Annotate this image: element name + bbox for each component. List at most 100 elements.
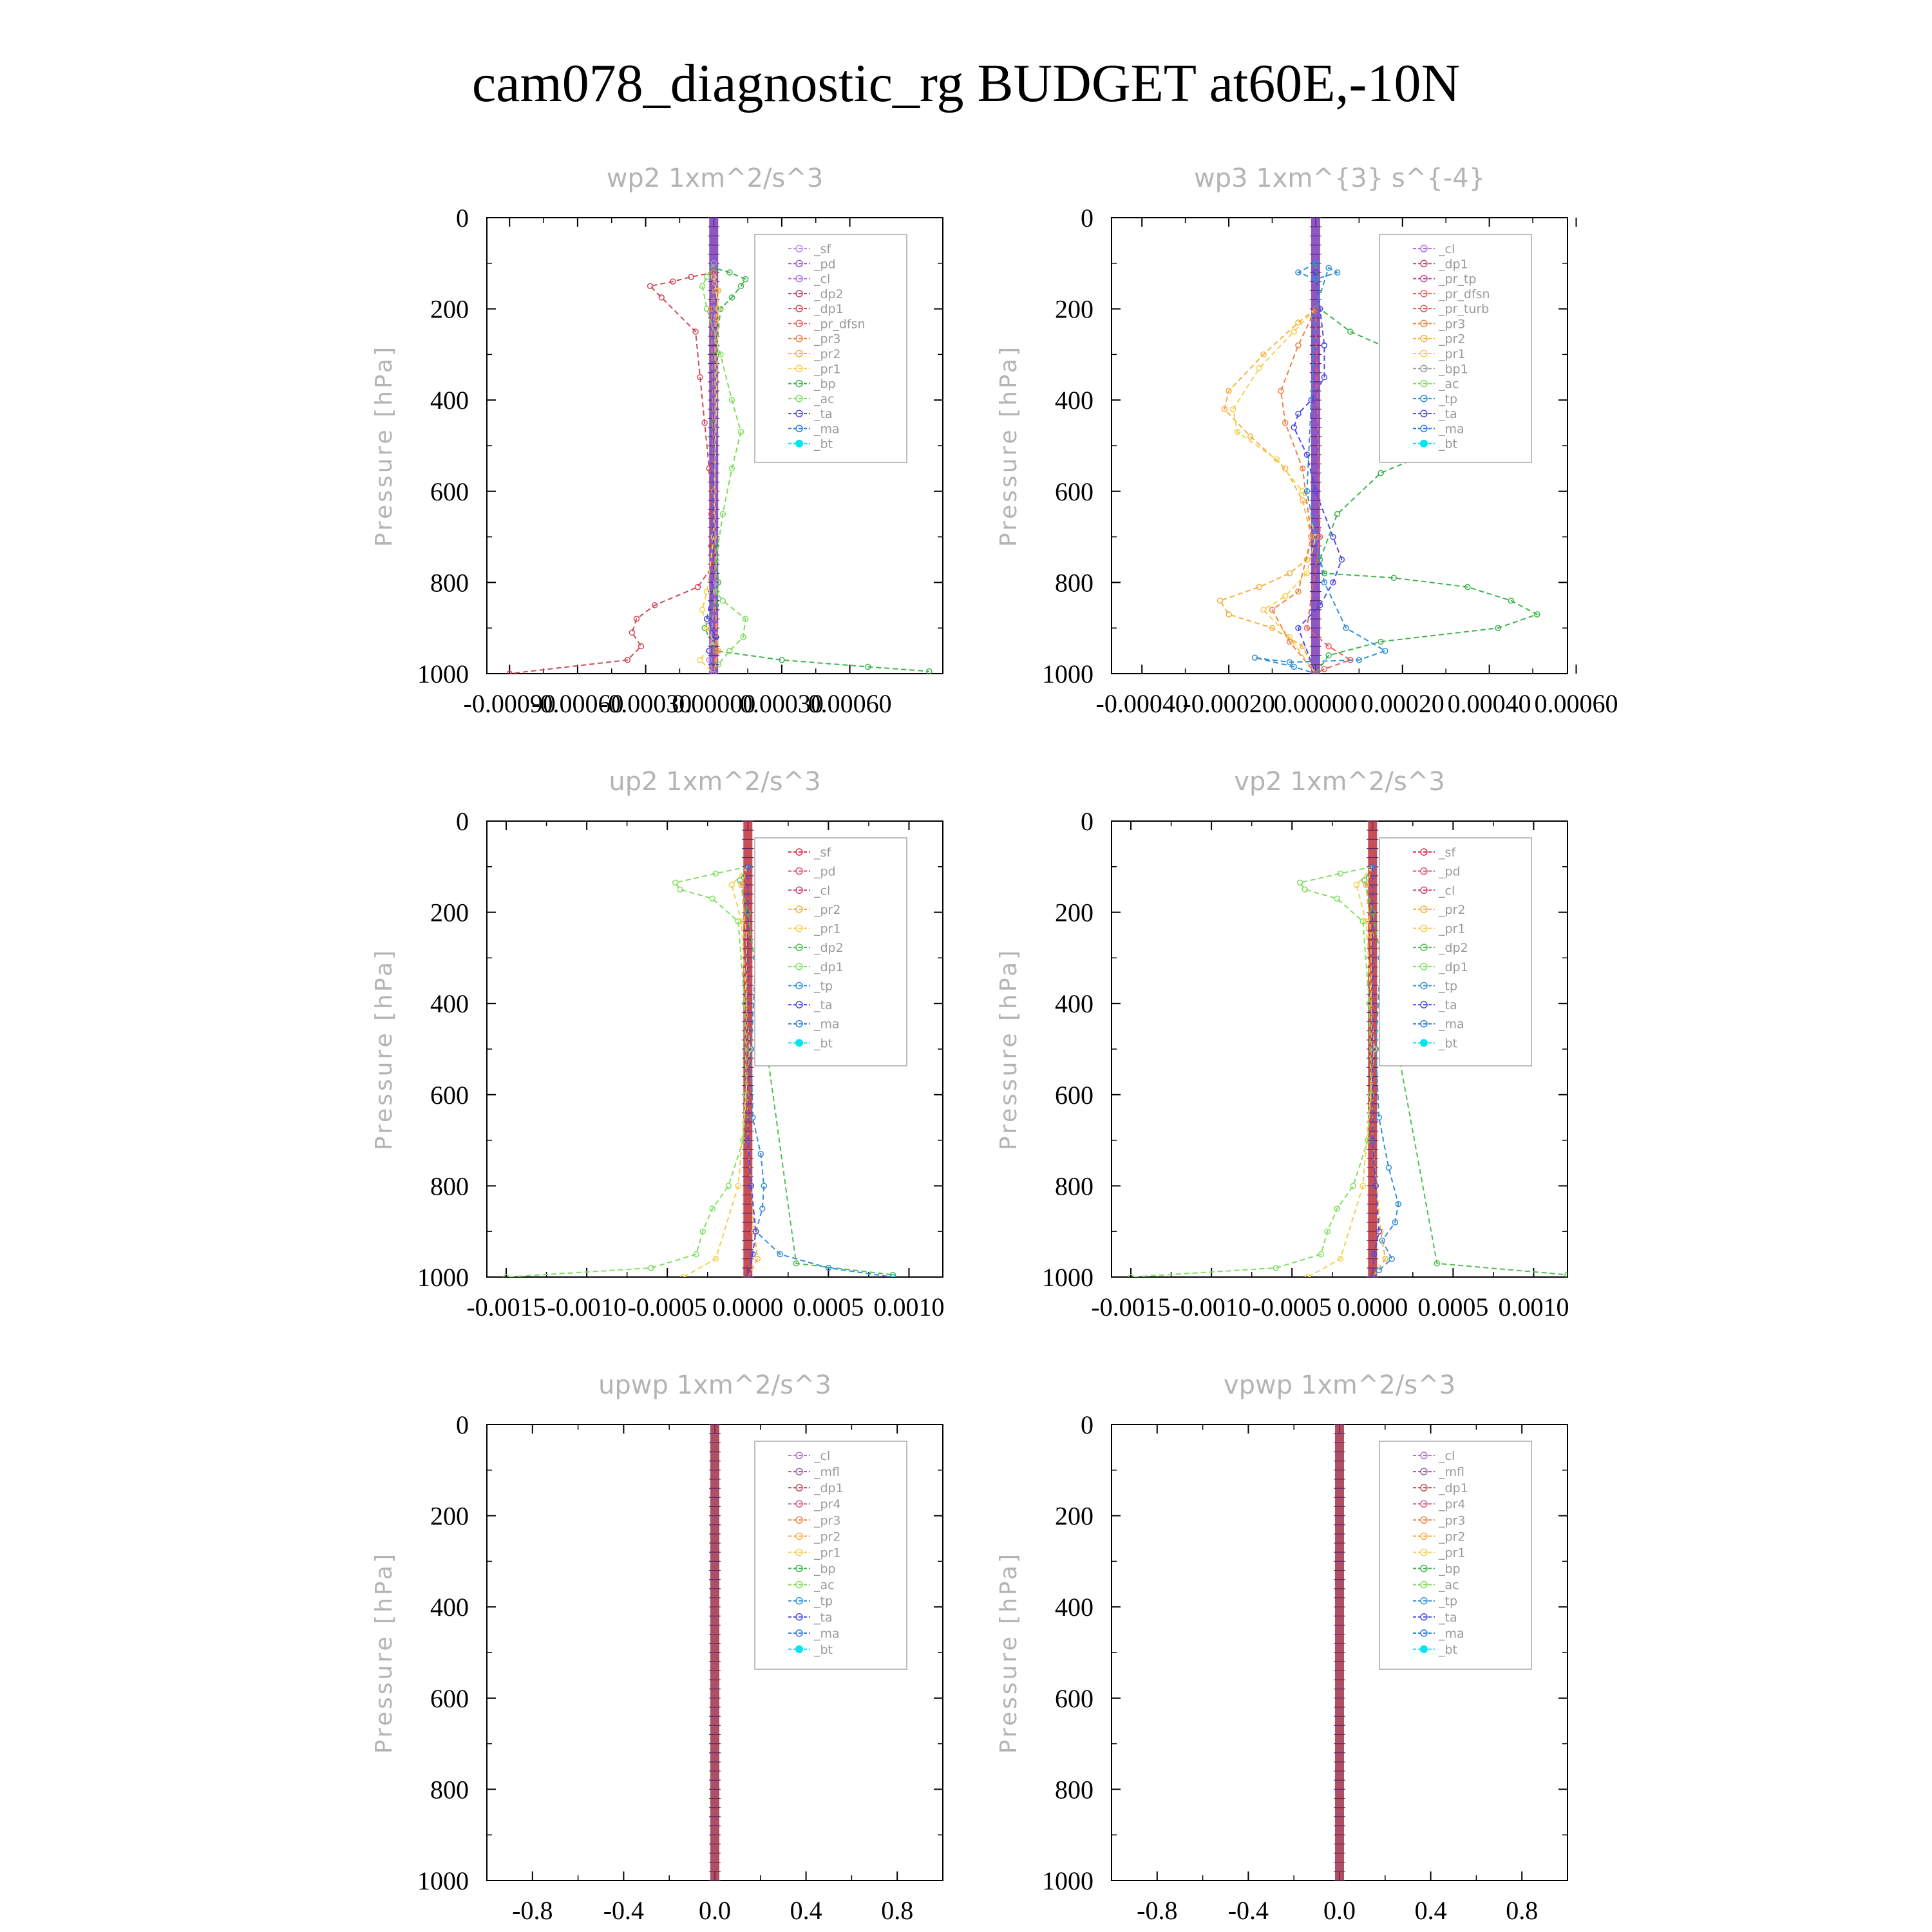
data-point — [1312, 269, 1319, 276]
data-point — [1251, 654, 1258, 661]
x-tick-label: -0.4 — [1228, 1896, 1269, 1925]
y-axis-label: Pressure [hPa] — [371, 1551, 397, 1754]
legend-marker — [1420, 981, 1428, 990]
y-tick-label: 400 — [430, 1593, 469, 1622]
data-point — [1378, 469, 1384, 477]
data-point — [1260, 351, 1267, 358]
data-point — [1278, 388, 1284, 394]
data-point — [1330, 533, 1336, 540]
legend-marker — [795, 1452, 803, 1459]
data-point — [1347, 328, 1354, 335]
data-point — [759, 1206, 766, 1212]
legend-box — [754, 1441, 907, 1670]
x-tick-label: 0.0005 — [793, 1293, 864, 1321]
legend-marker — [795, 319, 803, 328]
x-tick-label: 0.00030 — [740, 689, 824, 718]
legend-marker — [795, 395, 803, 402]
data-point — [754, 1255, 761, 1262]
data-point — [1282, 419, 1289, 426]
legend-marker — [795, 943, 803, 951]
y-tick-label: 600 — [1055, 1684, 1094, 1713]
legend-box — [1379, 1441, 1532, 1670]
legend-label: _pd — [1438, 865, 1461, 879]
y-tick-label: 400 — [430, 989, 469, 1018]
data-point — [1303, 488, 1311, 495]
data-point — [726, 647, 733, 654]
y-axis-label: Pressure [hPa] — [996, 1551, 1022, 1754]
data-point — [1334, 1206, 1340, 1212]
legend-label: _ma — [1438, 422, 1464, 436]
data-point — [1286, 634, 1293, 641]
y-tick-label: 400 — [1055, 386, 1094, 415]
legend-label: _dp1 — [813, 960, 844, 974]
data-point — [703, 305, 710, 312]
y-tick-label: 200 — [430, 1502, 469, 1531]
data-point — [793, 1260, 800, 1267]
data-point — [1291, 328, 1297, 335]
data-point — [703, 616, 710, 622]
data-point — [738, 918, 745, 925]
series-group — [506, 260, 933, 674]
legend-marker — [1420, 319, 1428, 328]
data-point — [744, 1274, 752, 1277]
legend-marker — [795, 290, 803, 298]
data-point — [825, 1265, 832, 1271]
legend-box — [1379, 234, 1532, 463]
data-point — [1508, 597, 1515, 604]
data-point — [753, 1228, 759, 1235]
data-point — [1318, 1251, 1324, 1258]
data-point — [740, 634, 746, 641]
x-tick-label: 0.0 — [1323, 1896, 1356, 1925]
data-point — [1334, 511, 1341, 517]
x-tick-label: -0.4 — [603, 1896, 644, 1925]
legend-marker — [795, 1484, 803, 1492]
legend-marker — [795, 1500, 803, 1508]
data-point — [777, 1251, 784, 1258]
legend-marker — [1420, 395, 1428, 402]
legend-marker — [1420, 1580, 1428, 1589]
data-point — [1369, 1274, 1376, 1277]
data-point — [1353, 882, 1360, 888]
series-line — [1372, 866, 1380, 1277]
data-point — [737, 429, 744, 435]
series-line — [1271, 308, 1316, 674]
legend-marker — [795, 1019, 803, 1028]
legend-marker — [795, 365, 803, 373]
legend-marker — [1420, 305, 1428, 312]
series-line — [739, 866, 893, 1276]
data-point — [703, 274, 710, 280]
x-tick-label: 0.4 — [1415, 1896, 1447, 1925]
series-line — [706, 263, 717, 674]
y-tick-label: 800 — [1055, 1171, 1094, 1200]
data-point — [728, 882, 735, 888]
legend-marker — [795, 848, 803, 856]
data-point — [1350, 1182, 1357, 1189]
legend-label: _dp2 — [813, 287, 844, 301]
legend-marker — [1420, 1629, 1428, 1637]
data-point — [717, 305, 724, 312]
y-tick-label: 400 — [1055, 989, 1094, 1018]
legend-label: _pd — [813, 865, 836, 879]
data-point — [1464, 583, 1471, 591]
legend-label: _bt — [813, 1036, 833, 1050]
legend-label: _bp — [1438, 1562, 1461, 1577]
legend-label: _dp1 — [1438, 1481, 1468, 1495]
data-point — [1369, 1137, 1376, 1144]
data-point — [706, 465, 712, 472]
y-tick-label: 200 — [430, 295, 469, 324]
legend-marker — [1420, 334, 1428, 343]
y-tick-label: 800 — [430, 1171, 469, 1200]
data-point — [708, 543, 715, 549]
legend-marker — [1420, 1645, 1428, 1653]
x-tick-label: -0.0015 — [466, 1293, 545, 1321]
data-point — [728, 397, 735, 403]
legend-label: _ac — [813, 392, 835, 406]
y-tick-label: 600 — [430, 1081, 469, 1110]
data-point — [1368, 932, 1374, 938]
data-point — [1385, 1164, 1392, 1171]
data-point — [1286, 570, 1293, 576]
data-point — [1291, 663, 1297, 670]
legend-label: _ac — [1438, 377, 1459, 392]
legend-marker — [795, 924, 803, 933]
legend-marker — [1420, 1001, 1428, 1009]
